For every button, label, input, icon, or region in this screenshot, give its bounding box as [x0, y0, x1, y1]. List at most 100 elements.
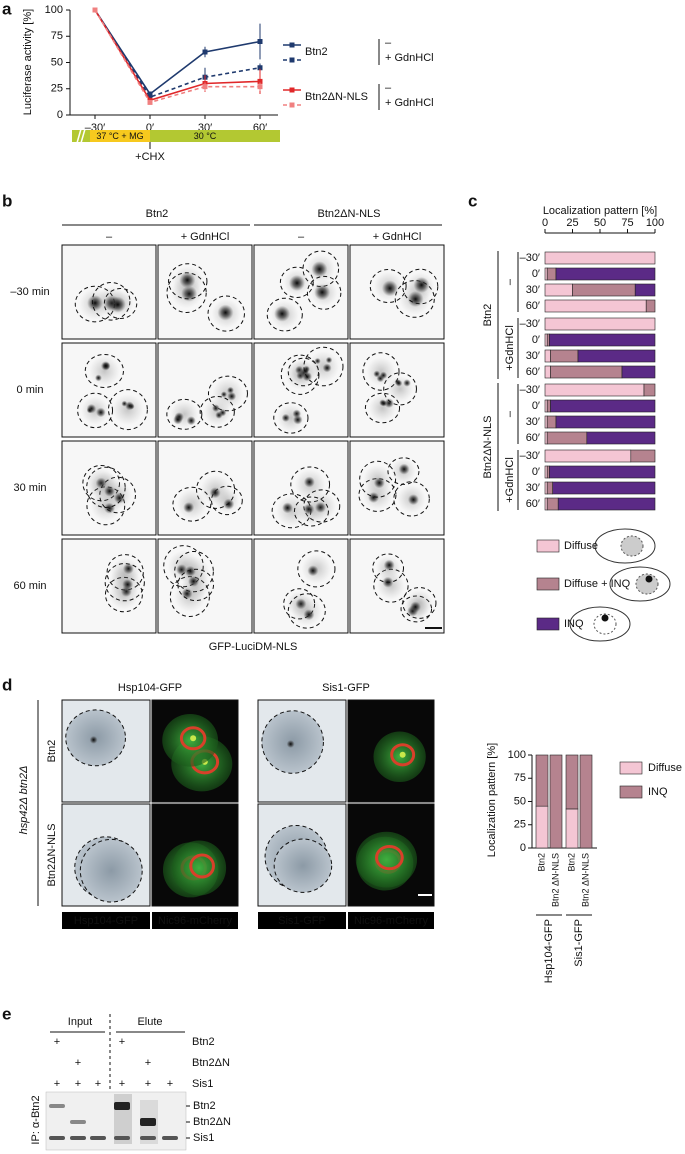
plus-mark: +	[145, 1078, 151, 1090]
data-line	[94, 9, 261, 99]
channel-label: Sis1-GFP	[278, 915, 326, 927]
y-tick-label: 25	[51, 83, 63, 95]
band	[114, 1136, 130, 1140]
column-header: Sis1-GFP	[322, 682, 370, 694]
band-label: Btn2	[193, 1100, 216, 1112]
timeline-pre	[72, 130, 90, 142]
column-condition: –	[298, 231, 305, 243]
band-label: Sis1	[193, 1132, 214, 1144]
channel-box	[348, 912, 434, 929]
band	[162, 1136, 178, 1140]
cell-outline	[77, 392, 114, 429]
cell-outline	[207, 295, 245, 332]
bar-segment	[546, 333, 550, 347]
bar-segment	[565, 754, 579, 810]
cell-outline	[166, 398, 203, 430]
band	[49, 1104, 65, 1108]
bar-segment	[544, 251, 656, 265]
cell-outline	[65, 709, 126, 767]
row-label: 60′	[526, 498, 540, 510]
panel-letter: a	[2, 0, 12, 18]
cell-outline	[104, 563, 145, 602]
cell-outline	[297, 550, 336, 588]
cell-outline	[364, 392, 401, 424]
data-point	[257, 65, 263, 71]
bar-segment	[549, 754, 563, 849]
bar-segment	[645, 299, 656, 313]
cell-outline	[303, 489, 341, 523]
row-label: –30′	[520, 384, 540, 396]
legend-swatch	[536, 617, 560, 631]
caption: GFP-LuciDM-NLS	[209, 641, 298, 653]
bar-segment	[555, 415, 656, 429]
legend-label: Btn2	[305, 46, 328, 58]
foci	[215, 411, 223, 419]
bar-segment	[557, 497, 656, 511]
y-tick-label: 75	[51, 30, 63, 42]
cell-outline	[372, 553, 405, 583]
y-tick-label: 50	[51, 56, 63, 68]
foci	[282, 502, 294, 514]
bar-segment	[577, 349, 656, 363]
x-tick-label: Btn2	[536, 853, 546, 872]
foci	[325, 356, 333, 364]
foci	[173, 414, 183, 425]
column-header: Btn2	[146, 208, 169, 220]
foci	[379, 371, 388, 380]
foci	[399, 751, 406, 758]
column-header: Btn2ΔN-NLS	[318, 208, 381, 220]
x-tick-label: 100	[646, 217, 664, 229]
legend-label: Diffuse + INQ	[564, 578, 631, 590]
foci	[373, 477, 385, 489]
group-label: Sis1-GFP	[573, 919, 585, 967]
legend-swatch	[619, 785, 643, 799]
legend-condition: –	[385, 37, 392, 49]
cell-outline	[358, 478, 397, 512]
cell-outline	[402, 587, 437, 619]
plus-mark: +	[54, 1078, 60, 1090]
plus-mark: +	[167, 1078, 173, 1090]
cell-outline	[266, 297, 303, 332]
foci	[409, 601, 421, 613]
legend-condition: + GdnHCl	[385, 97, 434, 109]
bar-segment	[544, 299, 647, 313]
channel-label: Hsp104-GFP	[74, 915, 138, 927]
cell-outline	[261, 710, 324, 774]
data-point	[92, 7, 98, 13]
plus-mark: +	[75, 1057, 81, 1069]
plus-mark: +	[75, 1078, 81, 1090]
plus-mark: +	[119, 1078, 125, 1090]
foci	[212, 404, 220, 412]
channel-box	[62, 912, 150, 929]
nuclear-rim	[179, 726, 207, 751]
timeline-marker: +CHX	[135, 151, 165, 163]
channel-box	[152, 912, 238, 929]
haze	[387, 375, 414, 403]
x-tick-label: Btn2 ΔN-NLS	[580, 853, 590, 907]
legend-swatch	[536, 577, 560, 591]
row-label: 30′	[526, 482, 540, 494]
row-label: –30′	[520, 318, 540, 330]
column-condition: + GdnHCl	[373, 231, 422, 243]
foci	[292, 409, 302, 419]
foci	[274, 305, 291, 322]
row-label: –30′	[520, 450, 540, 462]
data-point	[257, 84, 263, 90]
bar-segment	[546, 399, 551, 413]
row-label: 30′	[526, 284, 540, 296]
x-tick-label: 0′	[146, 122, 154, 134]
cell-outline	[287, 593, 326, 629]
cell-outline	[79, 838, 143, 903]
row-label: 30 min	[13, 482, 46, 494]
cell-outline	[104, 576, 143, 613]
foci	[223, 498, 235, 510]
cell-outline	[362, 352, 400, 391]
legend-label: Btn2ΔN-NLS	[305, 91, 368, 103]
bar-segment	[546, 481, 554, 495]
row-label: 30′	[526, 350, 540, 362]
cell-outline	[199, 395, 235, 428]
panel-letter: b	[2, 191, 12, 210]
row-label: 0′	[532, 400, 540, 412]
foci	[217, 304, 234, 321]
